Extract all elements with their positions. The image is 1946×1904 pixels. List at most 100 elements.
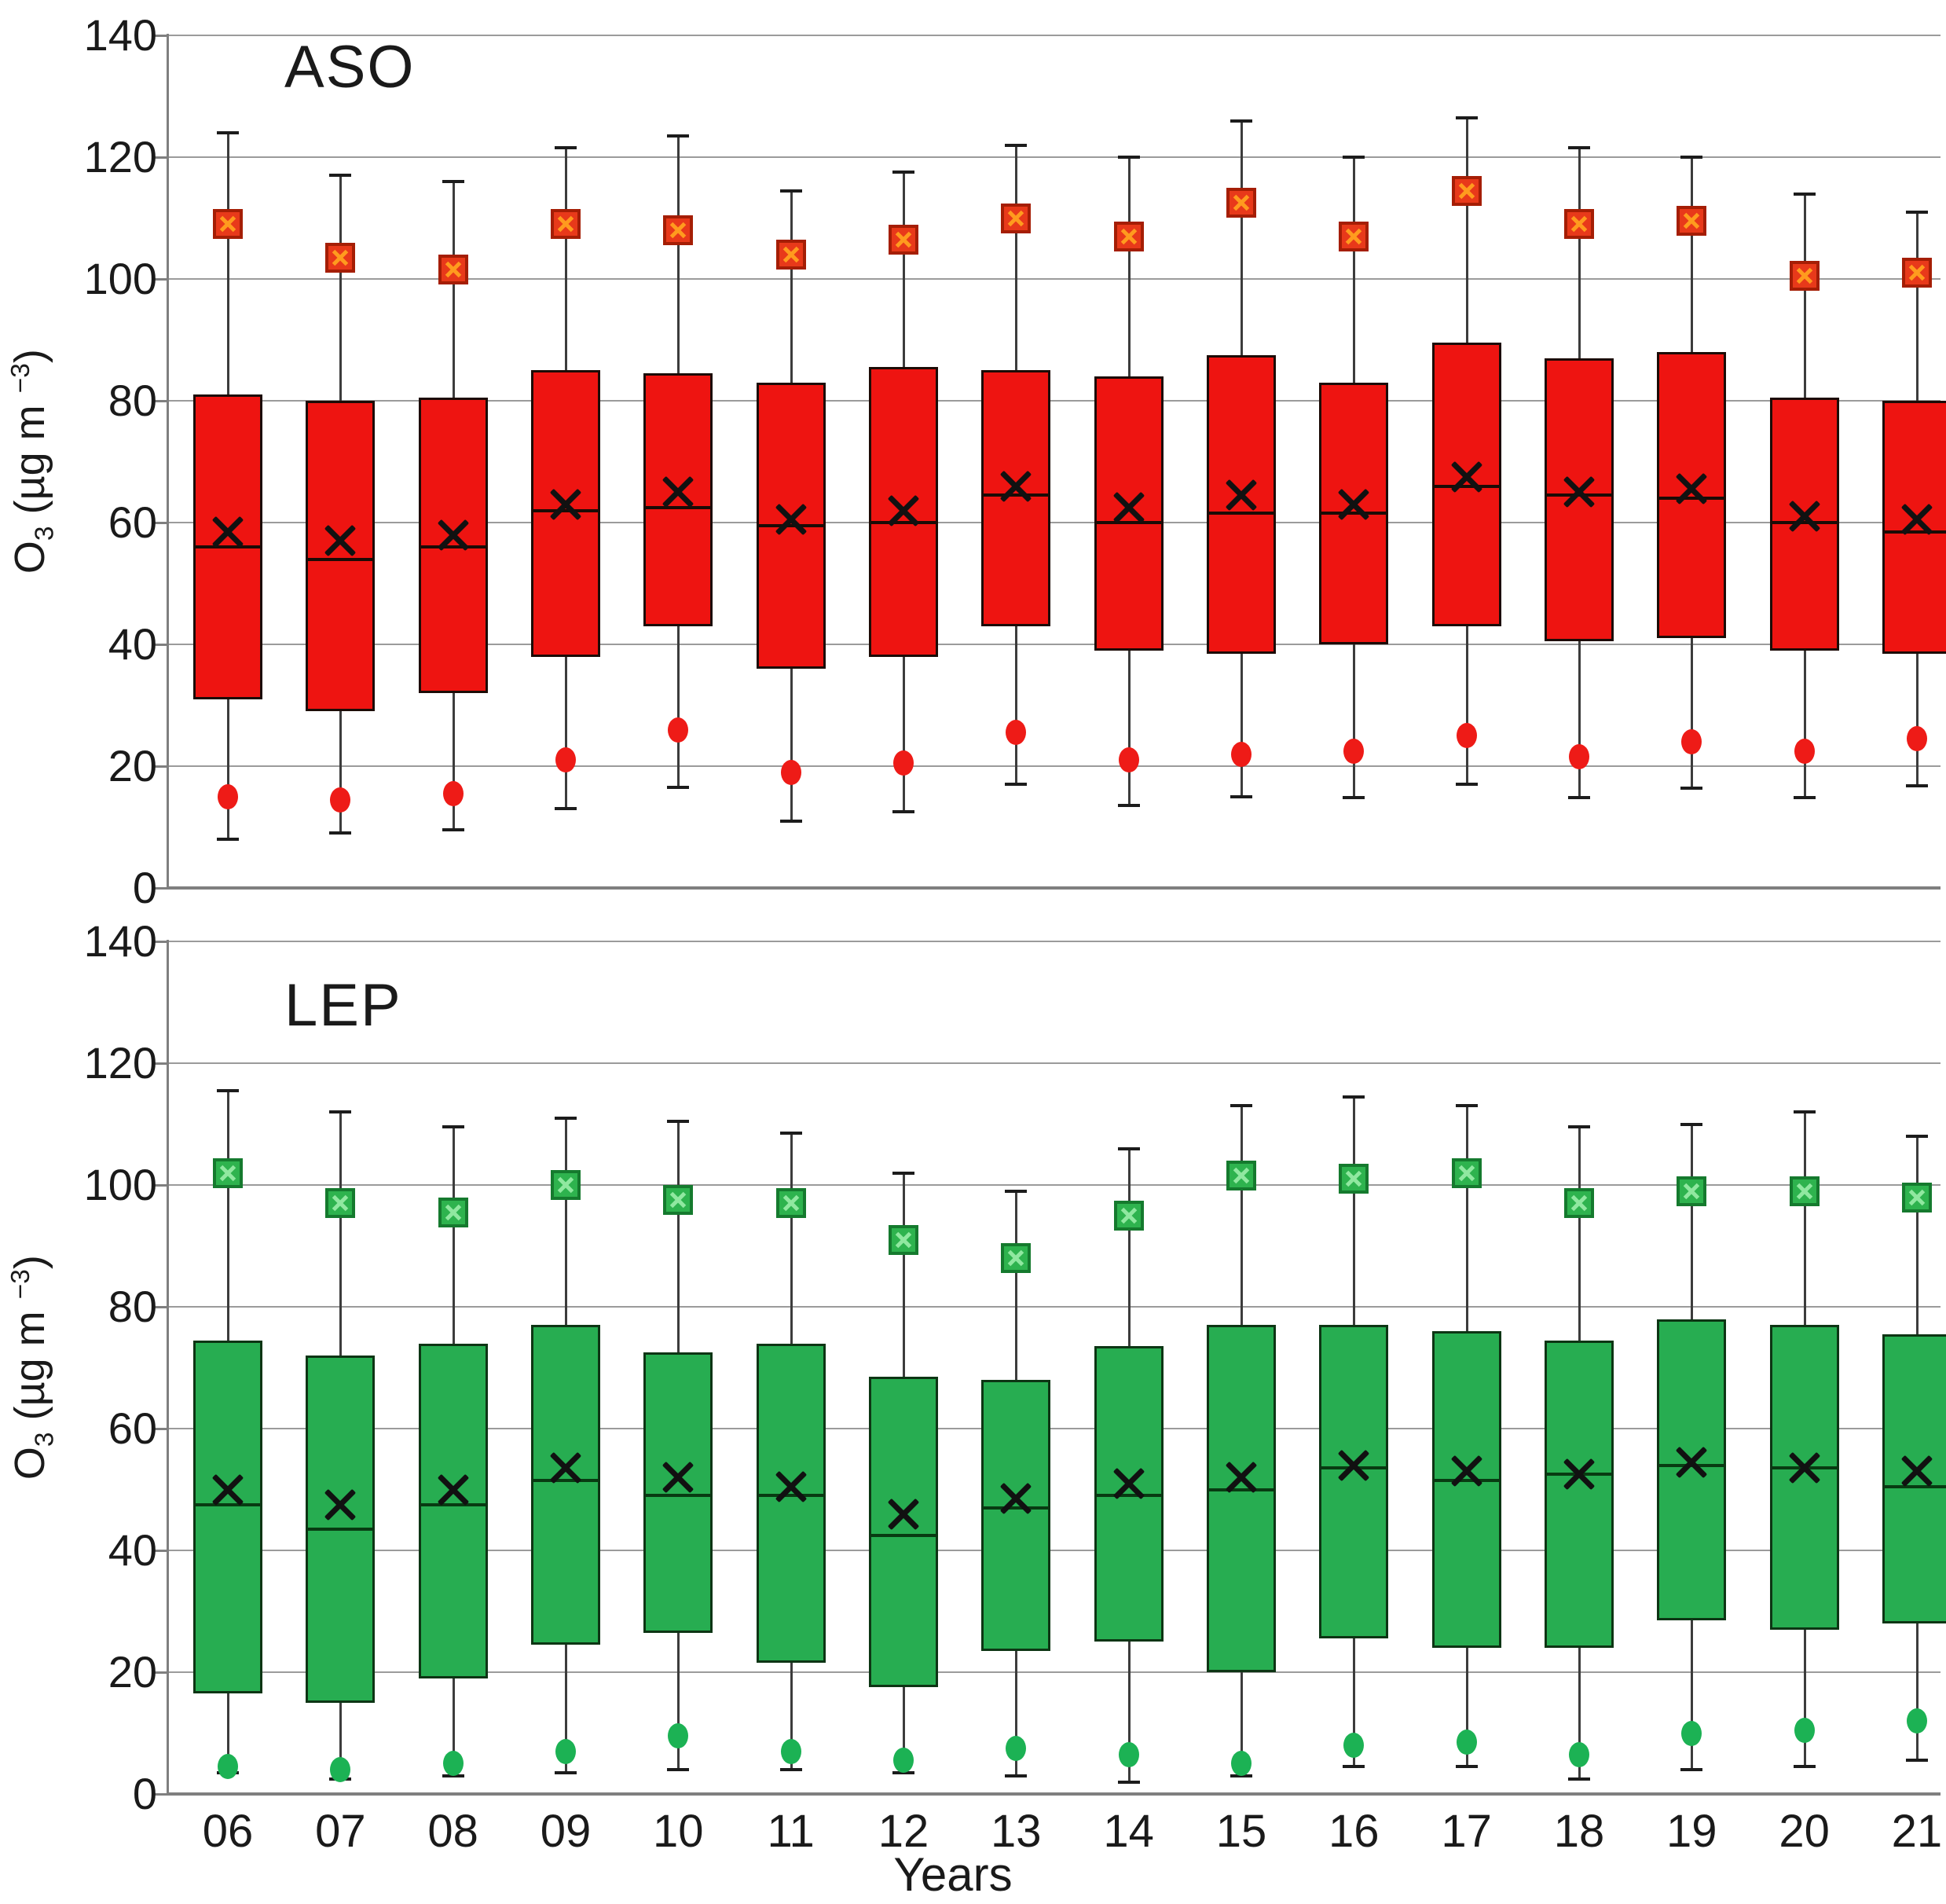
aso-ytick-mark-20 — [153, 765, 169, 768]
lep-ytick-mark-80 — [153, 1306, 169, 1308]
lep-whisker-cap-top-09 — [555, 1117, 577, 1120]
aso-whisker-cap-top-09 — [555, 146, 577, 149]
aso-whisker-cap-top-18 — [1568, 146, 1590, 149]
lep-whisker-cap-top-08 — [442, 1125, 464, 1128]
lep-box-18 — [1545, 1341, 1614, 1648]
lep-gridline-60 — [169, 1428, 1941, 1429]
aso-square-marker-08 — [438, 255, 468, 284]
lep-mean-marker-17 — [1449, 1453, 1485, 1489]
aso-ytick-mark-0 — [153, 887, 169, 890]
aso-whisker-cap-top-12 — [892, 171, 914, 174]
y-axis-label-lep-pre: O — [5, 1446, 53, 1480]
aso-circle-marker-20 — [1794, 739, 1815, 764]
lep-mean-marker-15 — [1223, 1459, 1259, 1495]
lep-circle-marker-07 — [330, 1757, 350, 1782]
aso-gridline-100 — [169, 278, 1941, 280]
lep-whisker-cap-bottom-21 — [1906, 1759, 1928, 1762]
aso-circle-marker-06 — [218, 784, 238, 809]
aso-mean-marker-21 — [1899, 501, 1935, 537]
lep-ytick-mark-0 — [153, 1793, 169, 1796]
xtick-label-12: 12 — [878, 1806, 929, 1857]
aso-gridline-120 — [169, 156, 1941, 158]
lep-ytick-label-80: 80 — [108, 1282, 157, 1331]
lep-whisker-cap-bottom-18 — [1568, 1777, 1590, 1781]
lep-whisker-cap-top-07 — [329, 1110, 351, 1113]
aso-mean-marker-16 — [1336, 486, 1372, 523]
lep-mean-marker-12 — [885, 1496, 922, 1532]
lep-circle-marker-14 — [1119, 1742, 1139, 1767]
aso-whisker-cap-bottom-09 — [555, 807, 577, 810]
aso-circle-marker-14 — [1119, 747, 1139, 772]
aso-mean-marker-14 — [1111, 490, 1147, 526]
lep-mean-marker-13 — [998, 1480, 1034, 1517]
aso-plot-area — [169, 35, 1946, 890]
lep-circle-marker-11 — [781, 1739, 801, 1764]
lep-whisker-cap-top-20 — [1794, 1110, 1816, 1113]
aso-mean-marker-09 — [548, 486, 584, 523]
aso-gridline-80 — [169, 400, 1941, 402]
xtick-label-19: 19 — [1666, 1806, 1717, 1857]
aso-circle-marker-21 — [1907, 726, 1927, 751]
aso-mean-marker-08 — [435, 517, 471, 553]
lep-whisker-cap-bottom-13 — [1005, 1774, 1027, 1777]
y-axis-label-lep-sup: −3 — [5, 1269, 35, 1300]
lep-circle-marker-10 — [668, 1723, 688, 1748]
lep-square-marker-14 — [1114, 1201, 1144, 1231]
aso-gridline-60 — [169, 522, 1941, 523]
lep-mean-marker-07 — [322, 1487, 358, 1523]
aso-circle-marker-09 — [555, 747, 576, 772]
lep-whisker-cap-top-12 — [892, 1172, 914, 1175]
y-axis-label-lep-sub: 3 — [30, 1432, 60, 1447]
aso-circle-marker-10 — [668, 717, 688, 743]
lep-whisker-cap-top-15 — [1230, 1104, 1252, 1107]
aso-circle-marker-11 — [781, 760, 801, 785]
aso-square-marker-09 — [551, 209, 581, 239]
y-axis-label-aso-pre: O — [5, 540, 53, 574]
aso-mean-marker-19 — [1673, 471, 1710, 507]
xtick-label-14: 14 — [1103, 1806, 1154, 1857]
lep-square-marker-13 — [1001, 1243, 1031, 1273]
lep-median-12 — [871, 1534, 936, 1537]
lep-circle-marker-15 — [1231, 1751, 1252, 1776]
aso-whisker-cap-bottom-15 — [1230, 795, 1252, 798]
lep-whisker-cap-top-14 — [1118, 1147, 1140, 1150]
xtick-label-20: 20 — [1779, 1806, 1830, 1857]
lep-ytick-mark-120 — [153, 1062, 169, 1065]
aso-circle-marker-18 — [1569, 744, 1589, 769]
lep-square-marker-17 — [1452, 1158, 1482, 1188]
lep-gridline-20 — [169, 1671, 1941, 1673]
xtick-label-06: 06 — [202, 1806, 254, 1857]
lep-square-marker-10 — [663, 1185, 693, 1215]
aso-whisker-cap-bottom-20 — [1794, 796, 1816, 799]
lep-mean-marker-11 — [773, 1469, 809, 1505]
aso-square-marker-07 — [325, 243, 355, 273]
aso-ytick-label-140: 140 — [83, 10, 157, 60]
lep-square-marker-09 — [551, 1170, 581, 1200]
lep-square-marker-07 — [325, 1188, 355, 1218]
aso-gridline-140 — [169, 35, 1941, 36]
y-axis-label-aso: O3 (µg m −3) — [0, 226, 72, 697]
lep-mean-marker-09 — [548, 1450, 584, 1486]
aso-ytick-label-60: 60 — [108, 497, 157, 547]
aso-ytick-mark-120 — [153, 156, 169, 159]
lep-gridline-140 — [169, 941, 1941, 942]
lep-circle-marker-20 — [1794, 1718, 1815, 1743]
aso-box-20 — [1770, 398, 1839, 651]
aso-yaxis-line — [167, 34, 169, 890]
lep-ytick-label-60: 60 — [108, 1403, 157, 1453]
lep-ytick-mark-100 — [153, 1184, 169, 1187]
aso-whisker-cap-top-20 — [1794, 193, 1816, 196]
aso-ytick-label-20: 20 — [108, 741, 157, 791]
aso-mean-marker-20 — [1787, 498, 1823, 534]
lep-whisker-cap-bottom-10 — [667, 1768, 689, 1771]
aso-whisker-cap-bottom-06 — [217, 838, 239, 841]
aso-gridline-40 — [169, 644, 1941, 645]
aso-circle-marker-07 — [330, 787, 350, 813]
panel-title-lep: LEP — [284, 972, 402, 1039]
aso-median-15 — [1209, 512, 1274, 515]
lep-mean-marker-14 — [1111, 1466, 1147, 1502]
aso-whisker-cap-top-10 — [667, 134, 689, 138]
aso-square-marker-16 — [1339, 222, 1369, 251]
aso-whisker-cap-top-11 — [780, 189, 802, 193]
